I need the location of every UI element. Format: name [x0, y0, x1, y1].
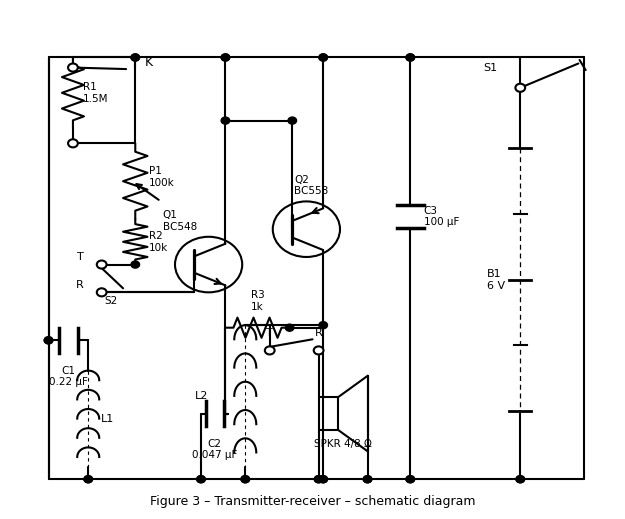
- Text: C1
0.22 μF: C1 0.22 μF: [49, 365, 88, 387]
- Circle shape: [516, 476, 524, 483]
- Text: T: T: [77, 252, 83, 262]
- Circle shape: [221, 117, 230, 124]
- Text: S2: S2: [105, 296, 118, 306]
- Circle shape: [314, 476, 323, 483]
- Circle shape: [241, 476, 249, 483]
- Circle shape: [44, 337, 52, 344]
- Text: SPKR 4/8 Ω: SPKR 4/8 Ω: [314, 439, 372, 449]
- Circle shape: [241, 476, 249, 483]
- Text: R: R: [76, 280, 83, 290]
- Circle shape: [319, 476, 328, 483]
- Circle shape: [97, 288, 106, 296]
- Circle shape: [406, 476, 414, 483]
- Circle shape: [319, 54, 328, 61]
- Circle shape: [197, 476, 205, 483]
- Circle shape: [265, 346, 274, 354]
- Circle shape: [221, 54, 230, 61]
- Circle shape: [84, 476, 92, 483]
- Text: T: T: [266, 328, 273, 338]
- Circle shape: [131, 54, 139, 61]
- Circle shape: [314, 346, 324, 354]
- Text: K: K: [144, 56, 152, 69]
- Circle shape: [97, 261, 106, 269]
- Circle shape: [314, 476, 323, 483]
- Text: C2
0.047 μF: C2 0.047 μF: [192, 439, 238, 460]
- Circle shape: [363, 476, 372, 483]
- Text: C3
100 μF: C3 100 μF: [424, 206, 459, 227]
- Text: L1: L1: [101, 414, 114, 424]
- Circle shape: [319, 322, 328, 329]
- Circle shape: [131, 261, 139, 268]
- Circle shape: [406, 54, 414, 61]
- Circle shape: [221, 54, 230, 61]
- Text: Q1
BC548: Q1 BC548: [162, 210, 197, 231]
- Text: R1
1.5M: R1 1.5M: [82, 82, 108, 104]
- Text: P1
100k: P1 100k: [149, 167, 174, 188]
- Circle shape: [44, 337, 52, 344]
- Circle shape: [406, 476, 414, 483]
- Circle shape: [363, 476, 372, 483]
- Text: B1
6 V: B1 6 V: [487, 269, 505, 291]
- Circle shape: [68, 63, 78, 72]
- Text: Q2
BC558: Q2 BC558: [294, 175, 328, 196]
- Circle shape: [131, 54, 139, 61]
- Circle shape: [285, 324, 294, 331]
- Text: L2: L2: [195, 391, 209, 401]
- Circle shape: [319, 54, 328, 61]
- Text: Figure 3 – Transmitter-receiver – schematic diagram: Figure 3 – Transmitter-receiver – schema…: [150, 496, 475, 509]
- Circle shape: [288, 117, 296, 124]
- Circle shape: [68, 139, 78, 147]
- Circle shape: [197, 476, 205, 483]
- Text: R3
1k: R3 1k: [251, 290, 264, 311]
- Circle shape: [516, 476, 524, 483]
- Bar: [319, 397, 338, 430]
- Text: R2
10k: R2 10k: [149, 231, 168, 253]
- Circle shape: [406, 54, 414, 61]
- Text: S1: S1: [484, 62, 498, 73]
- Circle shape: [319, 476, 328, 483]
- Text: R: R: [315, 328, 322, 338]
- Circle shape: [84, 476, 92, 483]
- Circle shape: [516, 84, 525, 92]
